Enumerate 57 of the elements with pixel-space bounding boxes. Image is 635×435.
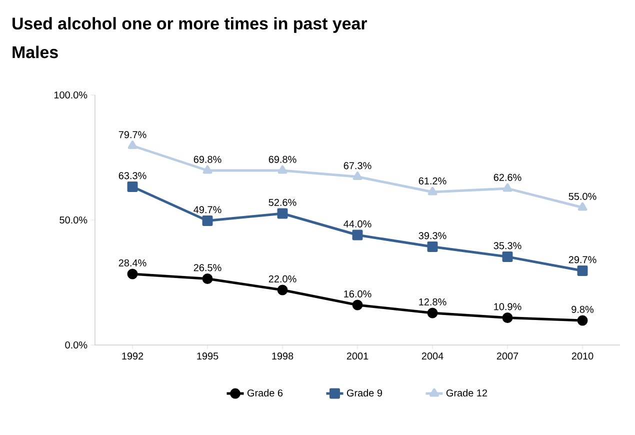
- x-tick-label: 2004: [422, 352, 444, 360]
- data-label: 9.8%: [572, 306, 594, 313]
- point: [278, 165, 288, 174]
- x-tick-label: 2010: [572, 352, 594, 360]
- point: [502, 183, 512, 192]
- chart-subtitle: Males: [12, 46, 58, 58]
- data-label: 61.2%: [418, 177, 446, 184]
- data-label: 39.3%: [418, 232, 446, 240]
- x-tick-label: 2007: [496, 352, 518, 360]
- data-label: 16.0%: [344, 290, 372, 298]
- point: [577, 315, 588, 326]
- point: [277, 208, 288, 219]
- legend-label: Grade 6: [248, 389, 283, 396]
- y-tick-label: 100.0%: [54, 91, 88, 99]
- point: [127, 268, 138, 280]
- data-label: 79.7%: [118, 131, 146, 138]
- data-label: 26.5%: [194, 264, 222, 272]
- data-label: 52.6%: [268, 198, 296, 206]
- point: [578, 202, 588, 211]
- data-label: 67.3%: [344, 162, 372, 170]
- x-tick-label: 1998: [272, 352, 294, 360]
- point: [427, 308, 438, 318]
- data-label: 62.6%: [494, 174, 522, 181]
- point: [352, 172, 362, 180]
- legend-label: Grade 9: [346, 389, 382, 396]
- data-label: 28.4%: [118, 259, 146, 266]
- point: [502, 252, 513, 262]
- legend-label: Grade 12: [446, 389, 487, 396]
- data-label: 49.7%: [194, 206, 222, 214]
- point: [202, 165, 212, 174]
- data-label: 29.7%: [568, 256, 596, 264]
- y-tick-label: 50.0%: [60, 216, 88, 224]
- data-label: 10.9%: [494, 303, 522, 310]
- data-label: 69.8%: [194, 156, 222, 163]
- data-label: 63.3%: [118, 172, 146, 180]
- x-tick-label: 1992: [122, 352, 144, 360]
- data-label: 35.3%: [494, 242, 522, 250]
- point: [202, 274, 213, 284]
- data-label: 55.0%: [568, 192, 596, 200]
- data-label: 44.0%: [344, 220, 372, 228]
- point: [502, 312, 513, 323]
- x-tick-label: 2001: [346, 352, 368, 360]
- x-tick-label: 1995: [197, 352, 218, 360]
- data-label: 69.8%: [268, 156, 296, 163]
- point: [428, 186, 438, 196]
- point: [427, 242, 438, 252]
- point: [128, 140, 138, 149]
- point: [352, 230, 363, 240]
- chart-title: Used alcohol one or more times in past year: [12, 17, 368, 33]
- data-label: 22.0%: [268, 275, 296, 282]
- point: [202, 216, 213, 226]
- point: [277, 284, 288, 296]
- y-tick-label: 0.0%: [65, 341, 88, 349]
- data-label: 12.8%: [419, 298, 446, 306]
- point: [127, 182, 138, 192]
- point: [352, 300, 363, 310]
- point: [577, 266, 588, 276]
